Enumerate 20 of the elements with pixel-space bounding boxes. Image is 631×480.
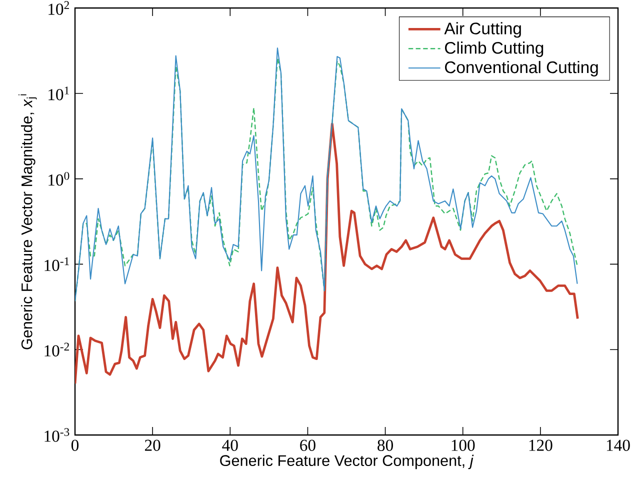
y-tick-label: 10$^{2}$ [48, 1, 69, 15]
x-tick-label: 80 [378, 440, 393, 451]
x-tick-label: 0 [71, 440, 79, 451]
legend-label: Climb Cutting [445, 42, 544, 58]
y-tick-label: 10$^{0}$ [48, 172, 70, 186]
x-tick-label: 20 [144, 440, 160, 451]
x-tick-label: 140 [606, 440, 630, 451]
x-tick-label: 120 [529, 440, 552, 451]
legend-label: Conventional Cutting [445, 60, 598, 76]
x-tick-label: 60 [300, 440, 316, 451]
y-tick-label: 10$^{-3}$ [44, 428, 70, 442]
x-axis-title: Generic Feature Vector Component, j [220, 454, 474, 470]
y-tick-label: 10$^{1}$ [48, 86, 69, 100]
legend-label: Air Cutting [444, 22, 521, 38]
line-series [75, 122, 579, 385]
x-tick-label: 100 [452, 440, 475, 451]
y-axis-title: Generic Feature Vector Magnitude, x$_{j}$i [18, 94, 37, 350]
y-tick-label: 10$^{-2}$ [44, 342, 69, 356]
y-tick-label: 10$^{-1}$ [44, 257, 69, 272]
x-tick-label: 40 [222, 440, 238, 451]
